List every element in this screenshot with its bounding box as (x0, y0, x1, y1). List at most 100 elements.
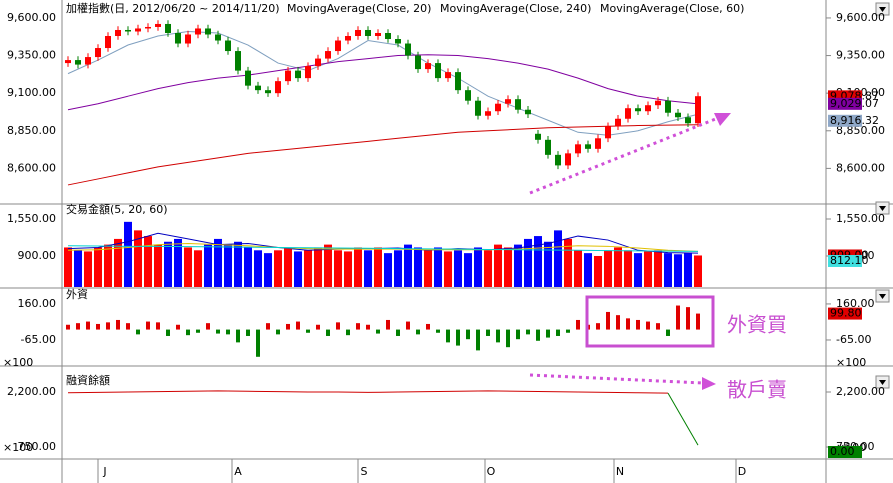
volume-bar (484, 250, 492, 287)
candle-body (605, 126, 611, 139)
candle-body (525, 109, 531, 115)
candle-body (255, 85, 261, 91)
flow-bar (306, 329, 310, 333)
volume-bar (584, 253, 592, 287)
volume-bar (684, 252, 692, 287)
candle-body (585, 144, 591, 149)
candle-body (455, 72, 461, 91)
candle-body (225, 40, 231, 52)
panel-title: 交易金額(5, 20, 60) (66, 202, 168, 216)
flow-bar (86, 321, 90, 330)
annotation: 外資買 (727, 313, 787, 337)
candle-body (475, 100, 481, 116)
volume-bar (614, 247, 622, 287)
volume-bar (94, 247, 102, 287)
x-tick-label: O (487, 465, 496, 478)
flow-bar (666, 329, 670, 336)
volume-bar (594, 255, 602, 287)
volume-bar (334, 250, 342, 287)
flow-bar (536, 329, 540, 341)
volume-bar (544, 241, 552, 287)
candle-body (425, 63, 431, 70)
moving-average-line (67, 242, 699, 252)
candle-body (505, 99, 511, 104)
flow-bar (416, 329, 420, 335)
volume-bar (194, 250, 202, 287)
flow-bar (386, 319, 390, 330)
volume-bar (474, 247, 482, 287)
volume-bar (84, 251, 92, 287)
volume-bar (524, 238, 532, 287)
volume-bar (444, 251, 452, 287)
candle-body (335, 40, 341, 52)
volume-bar (384, 253, 392, 287)
candle-body (575, 144, 581, 154)
candle-body (245, 70, 251, 86)
flow-bar (656, 323, 660, 330)
candle-body (535, 133, 541, 140)
y-tick-label: 8,600.00 (7, 161, 56, 174)
flow-bar (616, 315, 620, 330)
volume-bar (324, 244, 332, 287)
candle-body (495, 103, 501, 112)
flow-bar (226, 329, 230, 335)
candle-body (655, 100, 661, 106)
volume-bar (184, 247, 192, 287)
volume-bar (694, 255, 702, 287)
flow-bar (426, 323, 430, 330)
candle-body (375, 32, 381, 37)
moving-average-line (67, 54, 699, 111)
volume-bar (214, 238, 222, 287)
candle-body (595, 138, 601, 149)
highlight-box (585, 295, 715, 348)
flow-bar (626, 318, 630, 330)
flow-bar (96, 323, 100, 330)
candle-body (405, 43, 411, 56)
candle-body (445, 72, 451, 79)
volume-bar (104, 244, 112, 287)
candle-body (515, 99, 521, 110)
flow-bar (246, 329, 250, 336)
candle-body (115, 29, 121, 37)
moving-average-line (67, 30, 699, 136)
flow-bar (266, 323, 270, 330)
last-value-label: 8,916.32 (830, 114, 879, 127)
volume-bar (74, 250, 82, 287)
y-tick-label: 8,850.00 (836, 124, 885, 137)
plot-area: 9,600.00 9,600.00 9,350.00 9,350.00 9,100.00… (7, 11, 885, 458)
flow-bar (366, 324, 370, 330)
volume-bar (424, 250, 432, 287)
volume-bar (564, 238, 572, 287)
flow-bar (276, 329, 280, 335)
flow-bar (156, 322, 160, 330)
volume-bar (264, 253, 272, 287)
flow-bar (116, 319, 120, 330)
volume-bar (414, 247, 422, 287)
scroll-buttons[interactable] (875, 2, 890, 389)
candle-body (625, 108, 631, 119)
candle-body (145, 26, 151, 29)
candle-body (155, 23, 161, 27)
candle-body (265, 90, 271, 94)
flow-bar (606, 311, 610, 330)
flow-bar (286, 323, 290, 330)
candle-body (185, 34, 191, 44)
flow-bar (576, 319, 580, 330)
arrow-icon (879, 294, 886, 299)
moving-average-line (67, 124, 699, 186)
volume-bar (404, 244, 412, 287)
candle-body (345, 36, 351, 41)
unit-label: ×100 (3, 441, 33, 454)
candle-body (315, 58, 321, 67)
volume-bar (604, 250, 612, 287)
volume-bar (244, 247, 252, 287)
volume-bar (624, 250, 632, 287)
flow-bar (256, 329, 260, 357)
candle-body (545, 139, 551, 155)
y-tick-label: 9,600.00 (7, 11, 56, 24)
candle-body (485, 111, 491, 116)
balance-line (67, 390, 669, 394)
y-tick-label: 1,550.00 (7, 212, 56, 225)
y-tick-label: 900.00 (18, 249, 57, 262)
volume-bar (374, 247, 382, 287)
